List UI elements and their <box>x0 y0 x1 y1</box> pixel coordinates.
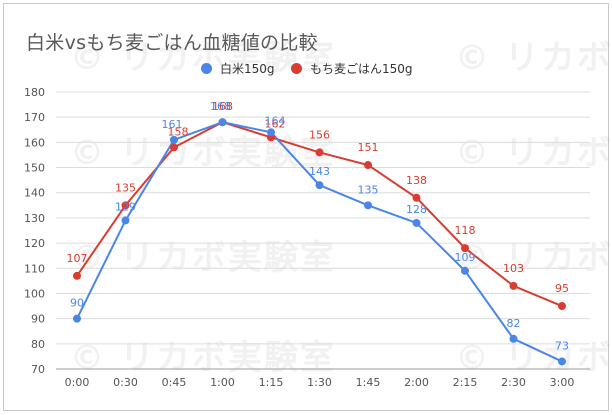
x-tick-label: 2:30 <box>501 376 526 389</box>
data-point-series-2 <box>509 281 518 290</box>
data-label-series-2: 118 <box>455 224 476 237</box>
data-label-series-1: 129 <box>115 200 136 213</box>
x-tick-label: 1:00 <box>210 376 235 389</box>
data-point-series-1 <box>121 216 130 225</box>
data-point-series-2 <box>461 244 469 253</box>
data-point-series-1 <box>509 334 518 343</box>
x-tick-label: 0:30 <box>113 376 138 389</box>
x-tick-label: 0:00 <box>65 376 90 389</box>
data-point-series-2 <box>73 271 81 280</box>
data-point-series-1 <box>315 181 324 190</box>
data-point-series-2 <box>364 161 372 170</box>
data-point-series-2 <box>412 193 421 202</box>
chart-frame <box>3 3 609 411</box>
data-point-series-1 <box>267 128 275 137</box>
data-label-series-1: 161 <box>162 118 183 131</box>
y-tick-label: 140 <box>24 187 45 200</box>
data-label-series-2: 156 <box>309 128 330 141</box>
data-point-series-2 <box>170 143 178 152</box>
data-point-series-1 <box>218 118 227 127</box>
y-tick-label: 110 <box>24 262 45 275</box>
y-tick-label: 90 <box>31 313 45 326</box>
x-tick-label: 2:00 <box>404 376 429 389</box>
x-tick-label: 1:45 <box>356 376 381 389</box>
data-label-series-1: 168 <box>210 100 231 113</box>
data-label-series-1: 135 <box>358 183 379 196</box>
data-point-series-2 <box>121 201 130 210</box>
data-label-series-2: 162 <box>265 117 286 130</box>
x-tick-label: 0:45 <box>162 376 187 389</box>
data-label-series-1: 73 <box>555 339 569 352</box>
data-point-series-1 <box>461 266 469 275</box>
data-label-series-1: 143 <box>309 165 330 178</box>
x-tick-label: 1:30 <box>307 376 332 389</box>
data-label-series-2: 138 <box>406 174 427 187</box>
data-label-series-2: 103 <box>503 262 524 275</box>
data-label-series-1: 128 <box>406 203 427 216</box>
y-tick-label: 160 <box>24 136 45 149</box>
series-line-1 <box>76 121 563 363</box>
y-tick-label: 100 <box>24 287 45 300</box>
x-tick-label: 2:15 <box>453 376 478 389</box>
data-label-series-1: 109 <box>455 251 476 264</box>
y-tick-label: 80 <box>31 338 45 351</box>
y-tick-label: 150 <box>24 162 45 175</box>
data-label-series-2: 151 <box>358 141 379 154</box>
data-label-series-1: 90 <box>70 297 84 310</box>
data-label-series-2: 168 <box>212 100 233 113</box>
data-point-series-1 <box>170 135 178 144</box>
data-label-series-2: 95 <box>555 282 569 295</box>
y-tick-label: 180 <box>24 86 45 99</box>
y-tick-label: 170 <box>24 111 45 124</box>
data-label-series-1: 82 <box>507 317 521 330</box>
data-label-series-2: 107 <box>67 252 88 265</box>
y-tick-label: 70 <box>31 363 45 376</box>
data-point-series-1 <box>73 314 81 323</box>
data-point-series-2 <box>558 302 566 311</box>
x-tick-label: 3:00 <box>550 376 575 389</box>
data-label-series-2: 158 <box>168 125 189 138</box>
y-tick-label: 120 <box>24 237 45 250</box>
data-label-series-2: 135 <box>115 181 136 194</box>
y-tick-label: 130 <box>24 212 45 225</box>
chart-title: 白米vsもち麦ごはん血糖値の比較 <box>26 32 318 54</box>
x-tick-label: 1:15 <box>259 376 284 389</box>
data-point-series-2 <box>315 148 324 157</box>
data-label-series-1: 164 <box>265 114 286 127</box>
data-point-series-1 <box>558 357 566 366</box>
data-point-series-1 <box>364 201 372 210</box>
data-point-series-1 <box>412 218 421 227</box>
